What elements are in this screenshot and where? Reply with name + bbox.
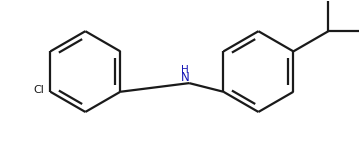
Text: N: N bbox=[181, 71, 190, 84]
Text: Cl: Cl bbox=[34, 85, 45, 95]
Text: H: H bbox=[182, 65, 189, 75]
